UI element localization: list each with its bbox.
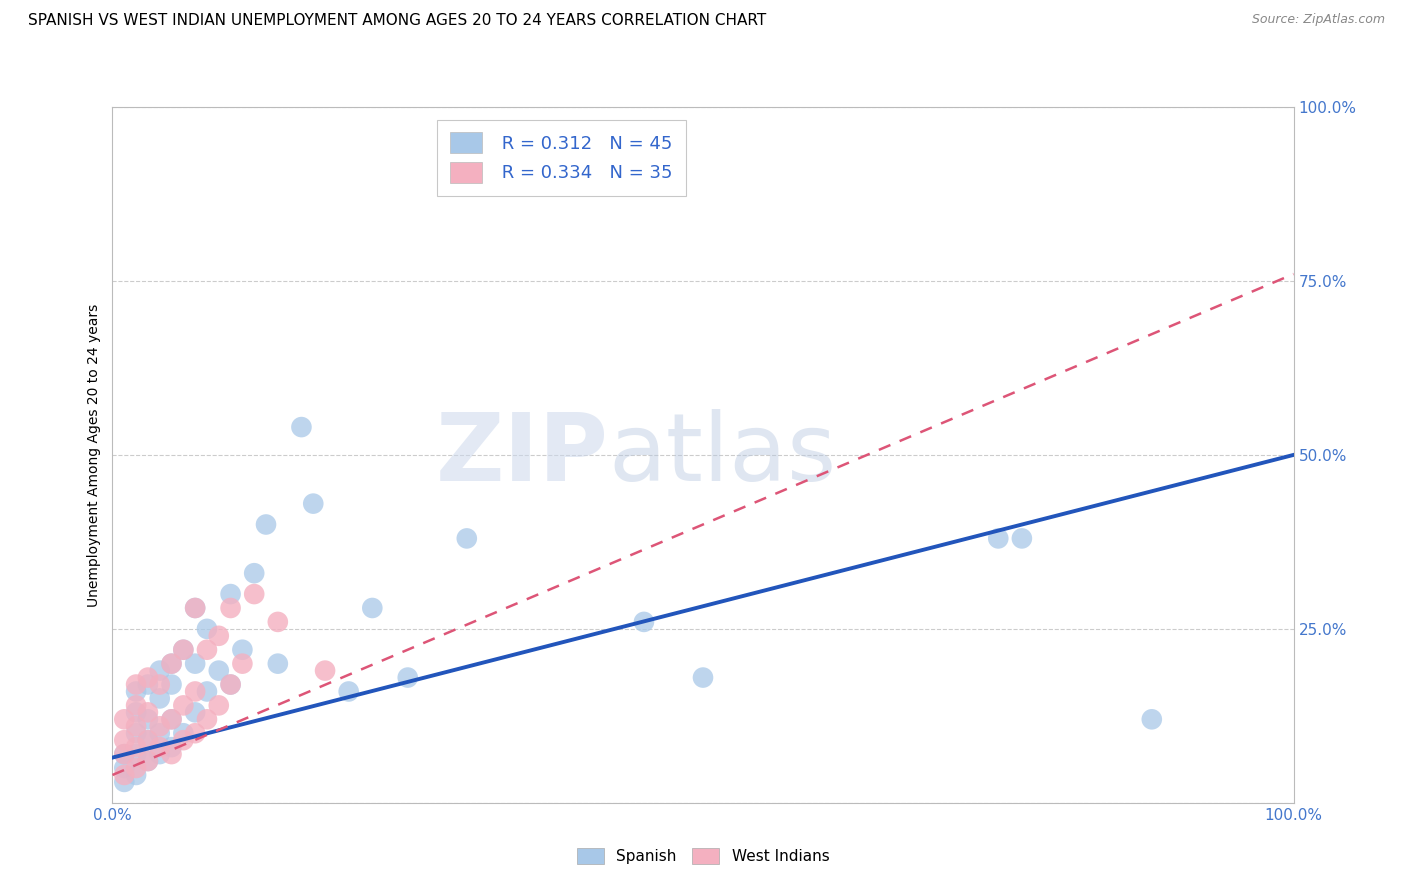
Point (112, 733, 135, 747)
Point (195, 642, 218, 657)
Point (231, 642, 253, 657)
Point (267, 615, 290, 629)
Point (195, 684, 218, 698)
Point (195, 622, 218, 636)
Point (125, 726, 148, 740)
Point (136, 733, 159, 747)
Point (337, 684, 360, 698)
Point (149, 664, 172, 678)
Point (172, 733, 194, 747)
Point (136, 733, 159, 747)
Point (184, 601, 207, 615)
Point (160, 677, 183, 691)
Point (160, 740, 183, 755)
Y-axis label: Unemployment Among Ages 20 to 24 years: Unemployment Among Ages 20 to 24 years (87, 303, 101, 607)
Point (314, 664, 336, 678)
Point (136, 712, 159, 726)
Legend: Spanish, West Indians: Spanish, West Indians (569, 840, 837, 871)
Point (112, 761, 135, 775)
Point (208, 629, 231, 643)
Point (125, 698, 148, 713)
Point (987, 532, 1010, 546)
Point (112, 712, 135, 726)
Point (160, 712, 183, 726)
Point (112, 775, 135, 789)
Point (208, 698, 231, 713)
Point (125, 706, 148, 720)
Text: ZIP: ZIP (436, 409, 609, 501)
Point (184, 684, 207, 698)
Point (125, 740, 148, 755)
Point (136, 671, 159, 685)
Point (112, 747, 135, 761)
Text: Source: ZipAtlas.com: Source: ZipAtlas.com (1251, 13, 1385, 27)
Point (160, 657, 183, 671)
Point (184, 726, 207, 740)
Point (184, 601, 207, 615)
Point (254, 517, 277, 532)
Point (125, 719, 148, 733)
Point (243, 587, 266, 601)
Point (136, 754, 159, 768)
Point (136, 754, 159, 768)
Point (184, 657, 207, 671)
Text: SPANISH VS WEST INDIAN UNEMPLOYMENT AMONG AGES 20 TO 24 YEARS CORRELATION CHART: SPANISH VS WEST INDIAN UNEMPLOYMENT AMON… (28, 13, 766, 29)
Point (125, 684, 148, 698)
Point (172, 642, 194, 657)
Point (125, 747, 148, 761)
Point (112, 747, 135, 761)
Point (172, 642, 194, 657)
Point (219, 677, 242, 691)
Point (195, 712, 218, 726)
Point (172, 726, 194, 740)
Point (149, 740, 172, 755)
Point (219, 677, 242, 691)
Point (1140, 712, 1163, 726)
Point (219, 601, 242, 615)
Point (160, 747, 183, 761)
Point (125, 768, 148, 782)
Point (136, 706, 159, 720)
Point (243, 566, 266, 581)
Point (302, 497, 325, 511)
Point (692, 671, 714, 685)
Point (125, 761, 148, 775)
Point (149, 677, 172, 691)
Point (172, 698, 194, 713)
Point (361, 601, 384, 615)
Point (633, 615, 655, 629)
Point (149, 719, 172, 733)
Point (219, 587, 242, 601)
Point (290, 420, 312, 434)
Point (136, 677, 159, 691)
Text: atlas: atlas (609, 409, 837, 501)
Point (208, 664, 231, 678)
Point (267, 657, 290, 671)
Point (231, 657, 253, 671)
Point (1011, 532, 1033, 546)
Point (112, 768, 135, 782)
Point (184, 706, 207, 720)
Point (149, 691, 172, 706)
Point (149, 726, 172, 740)
Point (396, 671, 419, 685)
Point (456, 532, 478, 546)
Point (160, 657, 183, 671)
Point (125, 677, 148, 691)
Point (160, 712, 183, 726)
Point (149, 747, 172, 761)
